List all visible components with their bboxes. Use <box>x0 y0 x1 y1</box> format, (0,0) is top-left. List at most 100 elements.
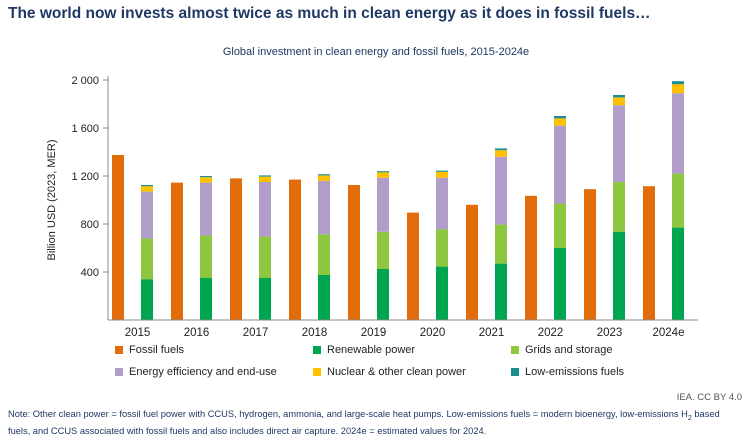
bar-renewable-power <box>377 269 389 320</box>
bar-grids-and-storage <box>318 234 330 275</box>
bar-renewable-power <box>259 278 271 320</box>
y-tick-label: 1 600 <box>71 123 99 135</box>
bar-nuclear-other-clean-power <box>318 175 330 181</box>
footnote-text-1: Note: Other clean power = fossil fuel po… <box>8 409 688 419</box>
bar-low-emissions-fuels <box>318 174 330 176</box>
x-tick-label: 2018 <box>302 327 328 339</box>
bar-chart: 400 800 1 200 1 600 2 000 Billion USD (2023, … <box>46 75 698 339</box>
legend-label: Fossil fuels <box>129 344 185 356</box>
bar-grids-and-storage <box>200 235 212 278</box>
x-tick-label: 2015 <box>125 327 151 339</box>
bar-low-emissions-fuels <box>436 170 448 172</box>
bar-grids-and-storage <box>613 182 625 232</box>
bar-grids-and-storage <box>554 203 566 248</box>
legend-swatch <box>313 346 321 354</box>
bar-nuclear-other-clean-power <box>436 171 448 178</box>
legend-swatch <box>511 368 519 376</box>
legend-item-grids-storage: Grids and storage <box>511 344 612 356</box>
bar-fossil-fuels <box>584 189 596 320</box>
bar-low-emissions-fuels <box>554 116 566 119</box>
bar-nuclear-other-clean-power <box>495 150 507 157</box>
y-tick-label: 800 <box>81 219 99 231</box>
legend-item-fossil-fuels: Fossil fuels <box>115 344 184 356</box>
bar-energy-efficiency-and-end-use <box>554 125 566 204</box>
bar-renewable-power <box>141 279 153 320</box>
bar-low-emissions-fuels <box>495 148 507 151</box>
bar-renewable-power <box>554 248 566 320</box>
x-tick-label: 2020 <box>420 327 446 339</box>
bar-nuclear-other-clean-power <box>554 118 566 126</box>
bar-energy-efficiency-and-end-use <box>436 177 448 230</box>
footnote: Note: Other clean power = fossil fuel po… <box>8 408 744 437</box>
bar-low-emissions-fuels <box>613 95 625 98</box>
bar-renewable-power <box>672 227 684 320</box>
bar-renewable-power <box>200 278 212 320</box>
x-tick-label: 2017 <box>243 327 269 339</box>
legend-item-energy-efficiency: Energy efficiency and end-use <box>115 366 277 378</box>
bar-nuclear-other-clean-power <box>200 177 212 183</box>
bar-energy-efficiency-and-end-use <box>259 182 271 237</box>
legend-swatch <box>511 346 519 354</box>
bar-nuclear-other-clean-power <box>259 176 271 182</box>
legend-label: Energy efficiency and end-use <box>129 366 277 378</box>
page-title: The world now invests almost twice as mu… <box>8 5 651 22</box>
bar-fossil-fuels <box>112 155 124 320</box>
bar-renewable-power <box>318 275 330 320</box>
bar-low-emissions-fuels <box>259 175 271 177</box>
bar-grids-and-storage <box>377 231 389 269</box>
chart-subtitle: Global investment in clean energy and fo… <box>222 46 530 58</box>
bar-fossil-fuels <box>466 204 478 320</box>
bar-grids-and-storage <box>259 236 271 278</box>
legend-item-low-emissions-fuels: Low-emissions fuels <box>511 366 624 378</box>
bar-grids-and-storage <box>141 238 153 280</box>
bar-energy-efficiency-and-end-use <box>200 182 212 236</box>
legend-label: Renewable power <box>327 344 416 356</box>
bar-nuclear-other-clean-power <box>377 172 389 178</box>
source-credit: IEA. CC BY 4.0 <box>676 392 742 403</box>
legend-item-renewable-power: Renewable power <box>313 344 415 356</box>
y-tick-label: 2 000 <box>71 75 99 87</box>
bar-energy-efficiency-and-end-use <box>495 156 507 225</box>
bar-energy-efficiency-and-end-use <box>318 180 330 235</box>
legend-swatch <box>115 346 123 354</box>
legend-label: Nuclear & other clean power <box>327 366 466 378</box>
bar-fossil-fuels <box>348 185 360 320</box>
bar-fossil-fuels <box>407 212 419 320</box>
x-tick-label: 2022 <box>538 327 564 339</box>
legend-item-nuclear-other: Nuclear & other clean power <box>313 366 466 378</box>
bar-low-emissions-fuels <box>141 185 153 187</box>
bar-energy-efficiency-and-end-use <box>377 177 389 232</box>
legend-label: Grids and storage <box>525 344 613 356</box>
bar-nuclear-other-clean-power <box>672 84 684 94</box>
legend-label: Low-emissions fuels <box>525 366 625 378</box>
bar-fossil-fuels <box>289 179 301 320</box>
footnote-subscript: 2 <box>687 414 692 422</box>
bar-low-emissions-fuels <box>200 176 212 178</box>
legend-swatch <box>115 368 123 376</box>
bar-grids-and-storage <box>672 173 684 228</box>
y-axis-label: Billion USD (2023, MER) <box>46 139 58 260</box>
y-tick-label: 400 <box>81 267 99 279</box>
bar-energy-efficiency-and-end-use <box>672 93 684 174</box>
bar-fossil-fuels <box>171 182 183 320</box>
bar-nuclear-other-clean-power <box>613 97 625 106</box>
bar-renewable-power <box>613 231 625 320</box>
bar-fossil-fuels <box>525 195 537 320</box>
bar-renewable-power <box>436 266 448 320</box>
x-tick-label: 2021 <box>479 327 505 339</box>
x-tick-label: 2019 <box>361 327 387 339</box>
x-tick-label: 2023 <box>597 327 623 339</box>
bar-fossil-fuels <box>230 178 242 320</box>
bar-energy-efficiency-and-end-use <box>613 105 625 182</box>
x-tick-label: 2024e <box>653 327 685 339</box>
bar-grids-and-storage <box>436 229 448 267</box>
bar-low-emissions-fuels <box>672 81 684 85</box>
footnote-text-2: based fuels, and CCUS associated with fo… <box>8 409 720 436</box>
legend-swatch <box>313 368 321 376</box>
bar-grids-and-storage <box>495 224 507 264</box>
bar-nuclear-other-clean-power <box>141 186 153 192</box>
bar-fossil-fuels <box>643 186 655 320</box>
bar-renewable-power <box>495 263 507 320</box>
y-tick-label: 1 200 <box>71 171 99 183</box>
bar-low-emissions-fuels <box>377 171 389 173</box>
